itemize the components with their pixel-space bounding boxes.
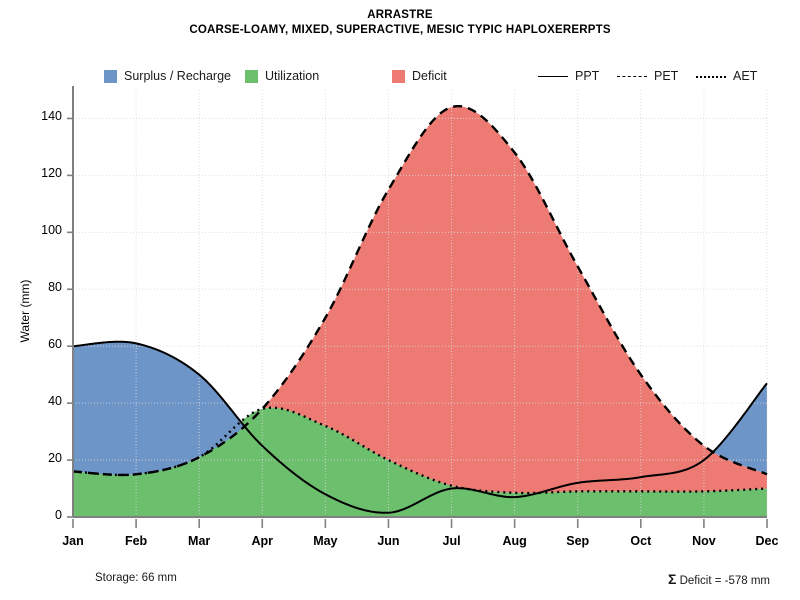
legend-item-deficit[interactable]: Deficit	[392, 66, 447, 86]
chart-legend: Surplus / Recharge Utilization Deficit P…	[0, 66, 800, 86]
x-tick-label-nov: Nov	[692, 534, 716, 548]
legend-swatch-surplus	[104, 69, 117, 83]
legend-item-ppt[interactable]: PPT	[538, 66, 599, 86]
legend-swatch-utilization	[245, 69, 258, 83]
x-tick-label-apr: Apr	[251, 534, 274, 548]
x-tick-label-oct: Oct	[630, 534, 652, 548]
y-tick-label: 20	[48, 451, 62, 466]
x-tick-label-jul: Jul	[442, 534, 461, 548]
x-tick-label-mar: Mar	[188, 534, 211, 548]
y-tick-label: 120	[41, 166, 62, 181]
legend-label-utilization: Utilization	[265, 69, 320, 83]
x-tick-label-dec: Dec	[755, 534, 779, 548]
x-tick-label-jun: Jun	[377, 534, 400, 548]
legend-item-aet[interactable]: AET	[696, 66, 757, 86]
deficit-annotation-text: Deficit = -578 mm	[679, 575, 770, 587]
dotted-line-icon	[696, 70, 726, 83]
legend-label-deficit: Deficit	[412, 69, 447, 83]
y-tick-label: 80	[48, 280, 62, 295]
legend-label-aet: AET	[733, 69, 758, 83]
x-tick-label-aug: Aug	[502, 534, 527, 548]
legend-item-utilization[interactable]: Utilization	[245, 66, 319, 86]
deficit-annotation: Σ Deficit = -578 mm	[668, 571, 770, 587]
legend-label-pet: PET	[654, 69, 679, 83]
storage-annotation: Storage: 66 mm	[95, 572, 177, 584]
sigma-icon: Σ	[667, 571, 677, 587]
dashed-line-icon	[617, 70, 647, 83]
legend-swatch-deficit	[392, 69, 405, 83]
solid-line-icon	[538, 70, 568, 83]
x-tick-label-sep: Sep	[566, 534, 590, 548]
x-tick-label-feb: Feb	[124, 534, 148, 548]
legend-label-ppt: PPT	[575, 69, 600, 83]
y-tick-label: 140	[41, 109, 62, 124]
chart-title-block: ARRASTRE COARSE-LOAMY, MIXED, SUPERACTIV…	[0, 8, 800, 37]
x-tick-label-jan: Jan	[62, 534, 84, 548]
y-tick-label: 0	[55, 508, 62, 522]
legend-item-surplus[interactable]: Surplus / Recharge	[104, 66, 231, 86]
page-title: ARRASTRE	[367, 9, 433, 21]
y-tick-label: 60	[48, 337, 62, 352]
y-tick-label: 100	[41, 223, 62, 238]
legend-label-surplus: Surplus / Recharge	[124, 69, 232, 83]
legend-item-pet[interactable]: PET	[617, 66, 678, 86]
x-tick-label-may: May	[313, 534, 338, 548]
chart-subtitle: COARSE-LOAMY, MIXED, SUPERACTIVE, MESIC …	[189, 23, 611, 36]
y-tick-label: 40	[48, 394, 62, 409]
